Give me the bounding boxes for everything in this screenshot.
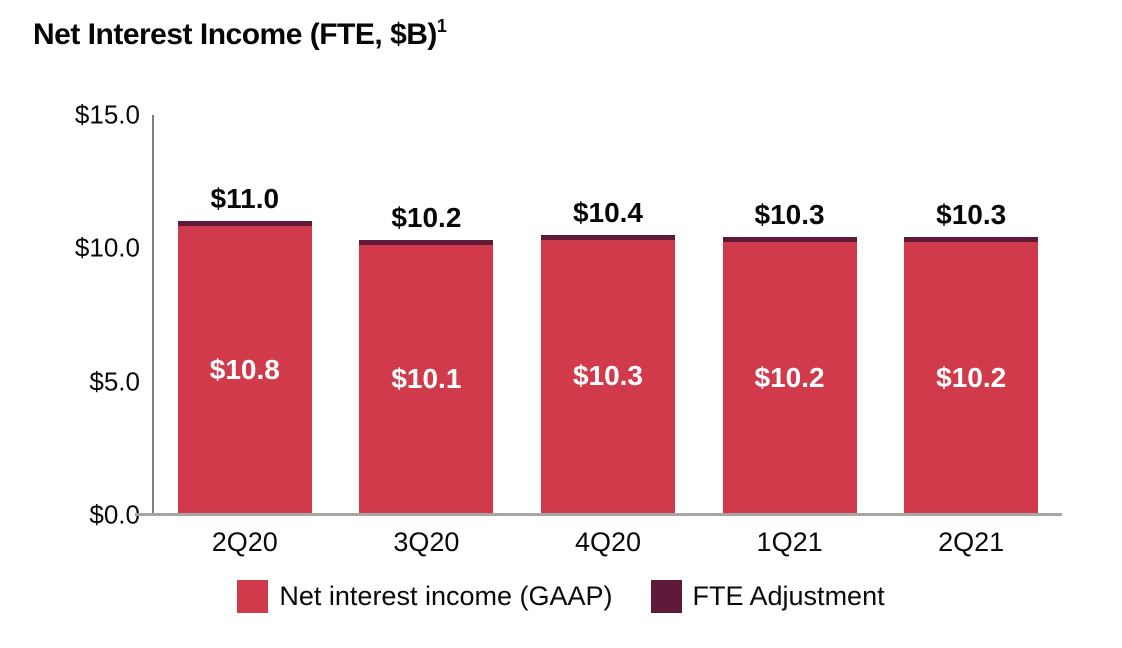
fte-segment bbox=[722, 237, 857, 243]
y-tick-label: $0.0 bbox=[89, 499, 140, 530]
fte-legend-label: FTE Adjustment bbox=[692, 581, 885, 611]
gaap-label: $10.2 bbox=[936, 361, 1007, 393]
gaap-segment: $10.2 bbox=[904, 242, 1039, 513]
gaap-label: $10.3 bbox=[572, 360, 644, 392]
gaap-segment: $10.1 bbox=[359, 245, 494, 513]
bars: $11.0 $10.8 $10.2 $10.1 $10.4 $10.3 $10.3 $10.2… bbox=[154, 115, 1062, 513]
y-tick-label: $5.0 bbox=[89, 366, 140, 397]
gaap-legend-label: Net interest income (GAAP) bbox=[279, 581, 613, 611]
fte-legend-swatch bbox=[650, 580, 682, 613]
total-label: $11.0 bbox=[210, 183, 280, 215]
y-axis-line bbox=[152, 115, 154, 514]
y-axis-tick-labels: $15.0 $10.0 $5.0 $0.0 bbox=[0, 100, 140, 530]
bar-group: $10.4 $10.3 bbox=[517, 115, 699, 513]
bar-stack: $10.4 $10.3 bbox=[540, 196, 675, 513]
gaap-segment: $10.3 bbox=[540, 239, 675, 513]
legend-item-fte: FTE Adjustment bbox=[650, 580, 885, 613]
fte-segment bbox=[177, 221, 312, 227]
gaap-legend-swatch bbox=[237, 580, 269, 613]
bar-stack: $10.2 $10.1 bbox=[359, 202, 494, 513]
total-label: $10.4 bbox=[572, 196, 644, 228]
x-axis-line bbox=[135, 513, 1062, 516]
bar-group: $10.3 $10.2 bbox=[880, 115, 1062, 513]
gaap-label: $10.2 bbox=[754, 361, 825, 393]
y-tick-label: $10.0 bbox=[74, 232, 140, 263]
x-tick-label: 2Q20 bbox=[211, 527, 278, 557]
bar-group: $10.2 $10.1 bbox=[336, 115, 518, 513]
bar-stack: $11.0 $10.8 bbox=[177, 183, 312, 513]
x-tick-label: 2Q21 bbox=[938, 527, 1005, 557]
fte-segment bbox=[359, 240, 494, 246]
bar-stack: $10.3 $10.2 bbox=[904, 199, 1039, 513]
total-label: $10.3 bbox=[936, 199, 1007, 231]
fte-segment bbox=[540, 234, 675, 240]
chart-title: Net Interest Income (FTE, $B)1 bbox=[33, 16, 447, 52]
bar-group: $10.3 $10.2 bbox=[699, 115, 881, 513]
legend-item-gaap: Net interest income (GAAP) bbox=[237, 580, 613, 613]
x-tick-label: 1Q21 bbox=[756, 527, 823, 557]
x-tick-label: 3Q20 bbox=[393, 527, 460, 557]
x-tick-label: 4Q20 bbox=[574, 527, 642, 557]
bar-group: $11.0 $10.8 bbox=[154, 115, 336, 513]
gaap-segment: $10.8 bbox=[177, 226, 312, 513]
chart-title-text: Net Interest Income (FTE, $B) bbox=[33, 18, 437, 51]
bar-stack: $10.3 $10.2 bbox=[722, 199, 857, 513]
gaap-label: $10.8 bbox=[209, 353, 280, 385]
fte-segment bbox=[904, 237, 1039, 243]
total-label: $10.2 bbox=[391, 202, 462, 234]
gaap-label: $10.1 bbox=[391, 363, 462, 394]
chart-title-footnote-marker: 1 bbox=[436, 16, 447, 36]
gaap-segment: $10.2 bbox=[722, 242, 857, 513]
y-tick-label: $15.0 bbox=[74, 99, 140, 130]
x-axis-tick-labels: 2Q20 3Q20 4Q20 1Q21 2Q21 bbox=[154, 527, 1062, 558]
legend: Net interest income (GAAP) FTE Adjustmen… bbox=[0, 580, 1122, 613]
total-label: $10.3 bbox=[754, 199, 825, 231]
